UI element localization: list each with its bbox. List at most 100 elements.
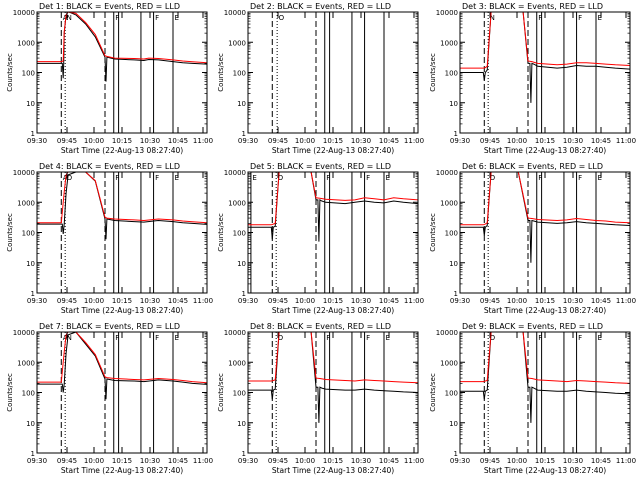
y-tick-label: 100	[22, 230, 35, 238]
y-tick-label: 10	[449, 260, 458, 268]
series-line-lld	[37, 12, 207, 64]
x-tick-label: 09:30	[450, 137, 470, 145]
x-axis-label: Start Time (22-Aug-13 08:27:40)	[61, 146, 183, 155]
event-marker-label: E	[252, 174, 256, 182]
y-tick-label: 1000	[17, 199, 35, 207]
x-axis-label: Start Time (22-Aug-13 08:27:40)	[272, 306, 394, 315]
x-tick-label: 09:30	[27, 457, 47, 465]
x-tick-label: 09:30	[238, 457, 258, 465]
event-marker-label: E	[175, 174, 179, 182]
series-line-lld	[248, 172, 418, 226]
detector-panel-5: Det 5: BLACK = Events, RED = LLD Counts/s…	[217, 162, 424, 315]
event-marker-label: E	[386, 334, 390, 342]
x-tick-label: 10:15	[535, 137, 555, 145]
panel-title: Det 4: BLACK = Events, RED = LLD	[39, 162, 180, 171]
x-tick-label: 09:30	[450, 457, 470, 465]
y-tick-label: 10000	[13, 169, 35, 177]
series-line-events	[460, 332, 630, 423]
series-line-events	[248, 172, 418, 242]
x-tick-label: 09:30	[27, 297, 47, 305]
y-tick-label: 1	[454, 290, 458, 298]
y-axis-label: Counts/sec	[6, 373, 14, 412]
event-marker-label: E	[598, 174, 602, 182]
event-marker-label: E	[598, 14, 602, 22]
x-tick-label: 11:00	[193, 137, 213, 145]
x-axis-label: Start Time (22-Aug-13 08:27:40)	[272, 146, 394, 155]
series-line-events	[37, 12, 207, 82]
y-axis-label: Counts/sec	[217, 53, 225, 92]
x-tick-label: 10:45	[591, 297, 611, 305]
detector-panel-4: Det 4: BLACK = Events, RED = LLD Counts/s…	[6, 162, 213, 315]
x-tick-label: 09:45	[268, 457, 288, 465]
y-tick-label: 100	[233, 230, 246, 238]
y-tick-label: 10	[26, 260, 35, 268]
event-marker-label: E	[386, 174, 390, 182]
y-tick-label: 1000	[228, 359, 246, 367]
plot-frame	[459, 171, 631, 294]
x-tick-label: 10:30	[351, 137, 371, 145]
series-line-events	[248, 332, 418, 423]
y-tick-label: 10	[449, 420, 458, 428]
y-tick-label: 1	[242, 450, 246, 458]
y-tick-label: 10	[237, 260, 246, 268]
y-tick-label: 100	[22, 70, 35, 78]
series-line-lld	[460, 172, 630, 226]
x-tick-label: 11:00	[616, 137, 636, 145]
y-tick-label: 10000	[224, 329, 246, 337]
y-tick-label: 1000	[440, 359, 458, 367]
y-tick-label: 1	[242, 290, 246, 298]
x-tick-label: 10:30	[140, 137, 160, 145]
x-tick-label: 11:00	[193, 457, 213, 465]
detector-panel-2: Det 2: BLACK = Events, RED = LLD Counts/s…	[217, 2, 424, 155]
x-tick-label: 09:45	[57, 137, 77, 145]
x-tick-label: 10:45	[379, 457, 399, 465]
y-tick-label: 1000	[440, 199, 458, 207]
x-tick-label: 09:45	[480, 297, 500, 305]
y-tick-label: 1	[454, 450, 458, 458]
x-tick-label: 09:45	[268, 297, 288, 305]
y-tick-label: 1000	[228, 39, 246, 47]
x-tick-label: 10:15	[535, 297, 555, 305]
x-tick-label: 10:45	[168, 457, 188, 465]
y-tick-label: 100	[445, 230, 458, 238]
x-tick-label: 10:00	[295, 137, 315, 145]
event-marker-label: F	[538, 14, 542, 22]
y-tick-label: 10000	[436, 329, 458, 337]
x-tick-label: 09:45	[57, 457, 77, 465]
x-tick-label: 10:30	[563, 137, 583, 145]
event-marker-label: F	[115, 14, 119, 22]
series-line-lld	[37, 332, 207, 384]
event-marker-label: O	[278, 334, 284, 342]
detector-panel-8: Det 8: BLACK = Events, RED = LLD Counts/s…	[217, 322, 424, 475]
panel-title: Det 2: BLACK = Events, RED = LLD	[250, 2, 391, 11]
series-line-lld	[460, 12, 630, 69]
x-axis-label: Start Time (22-Aug-13 08:27:40)	[484, 466, 606, 475]
x-tick-label: 10:30	[140, 457, 160, 465]
event-marker-label: F	[366, 334, 370, 342]
x-tick-label: 09:45	[268, 137, 288, 145]
event-marker-label: N	[67, 14, 72, 22]
panel-title: Det 1: BLACK = Events, RED = LLD	[39, 2, 180, 11]
x-tick-label: 10:15	[112, 457, 132, 465]
x-tick-label: 10:45	[168, 137, 188, 145]
y-tick-label: 10	[237, 420, 246, 428]
y-axis-label: Counts/sec	[217, 373, 225, 412]
event-marker-label: N	[67, 334, 72, 342]
x-tick-label: 10:30	[563, 457, 583, 465]
series-line-events	[37, 332, 207, 400]
x-tick-label: 10:00	[507, 297, 527, 305]
x-tick-label: 10:00	[507, 457, 527, 465]
series-line-events	[37, 172, 207, 240]
x-tick-label: 09:30	[238, 297, 258, 305]
panel-title: Det 7: BLACK = Events, RED = LLD	[39, 322, 180, 331]
y-tick-label: 10000	[13, 9, 35, 17]
detector-panel-1: Det 1: BLACK = Events, RED = LLD Counts/s…	[6, 2, 213, 155]
event-marker-label: F	[578, 334, 582, 342]
event-marker-label: O	[490, 334, 496, 342]
y-tick-label: 1	[31, 130, 35, 138]
x-tick-label: 10:30	[351, 297, 371, 305]
x-tick-label: 09:45	[480, 457, 500, 465]
y-tick-label: 100	[445, 70, 458, 78]
y-tick-label: 1	[31, 450, 35, 458]
